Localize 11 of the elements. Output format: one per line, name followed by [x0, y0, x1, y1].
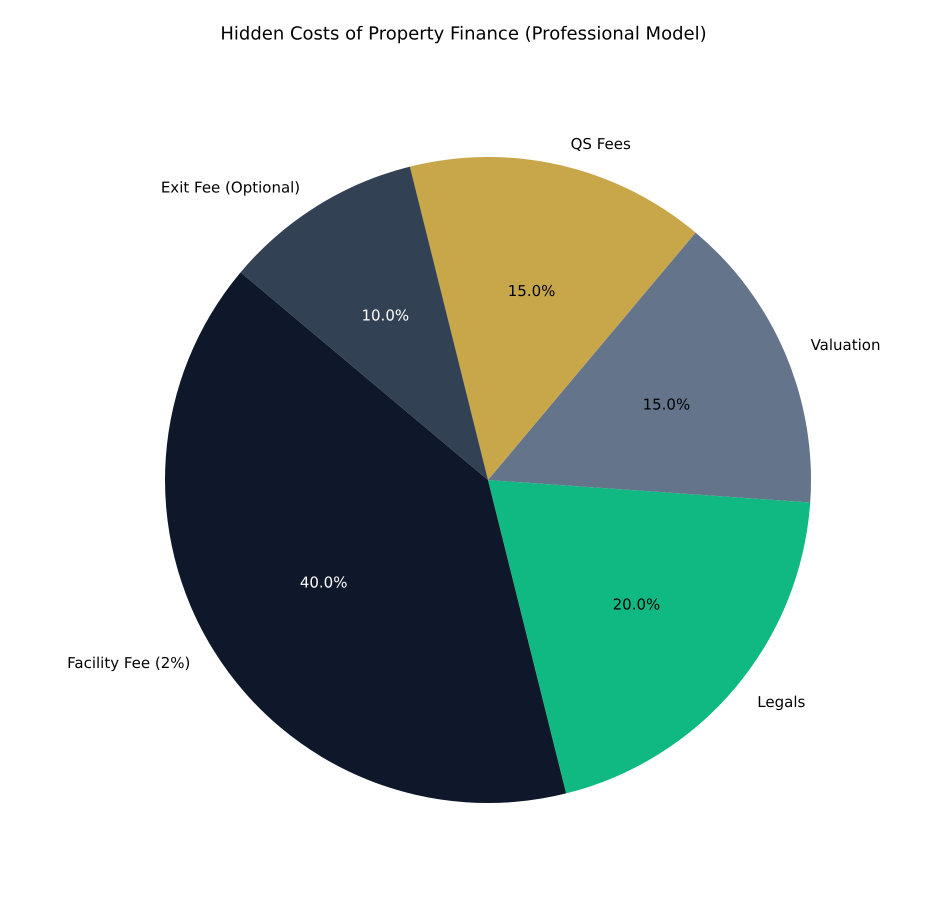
data-label: 20.0%	[612, 596, 660, 614]
slice-label: QS Fees	[570, 134, 631, 153]
chart-title: Hidden Costs of Property Finance (Professional Model)	[220, 24, 707, 44]
slice-label: Legals	[757, 692, 806, 711]
slice-label: Exit Fee (Optional)	[160, 178, 300, 196]
data-label: 15.0%	[642, 395, 690, 414]
slice-label: Facility Fee (2%)	[67, 654, 190, 672]
data-label: 40.0%	[300, 574, 348, 592]
slice-label: Valuation	[810, 336, 880, 354]
data-label: 10.0%	[361, 306, 410, 325]
data-label: 15.0%	[508, 282, 556, 300]
